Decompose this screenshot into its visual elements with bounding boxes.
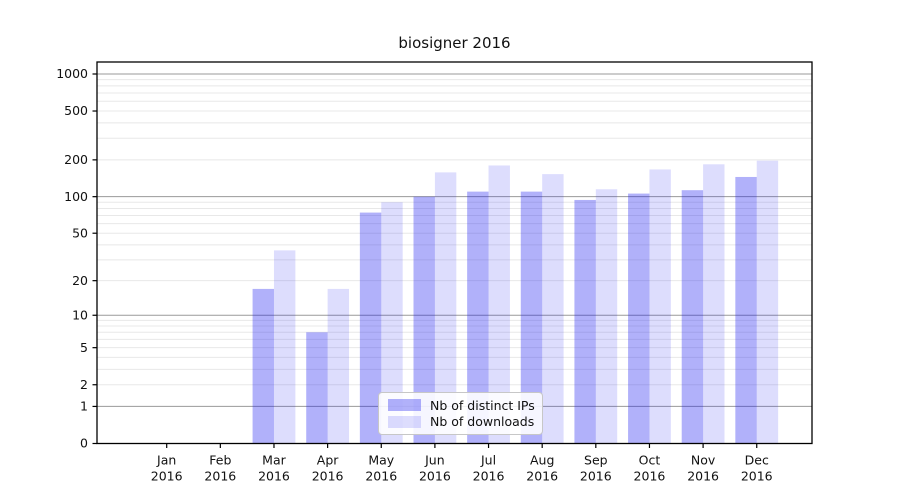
x-tick-label: Sep 2016 bbox=[580, 453, 612, 484]
x-tick-label: Oct 2016 bbox=[634, 453, 666, 484]
legend-item-distinct-ips: Nb of distinct IPs bbox=[388, 397, 535, 413]
y-tick-label: 10 bbox=[72, 307, 88, 322]
legend-item-downloads: Nb of downloads bbox=[388, 414, 535, 430]
bar bbox=[681, 190, 704, 444]
y-tick-label: 2 bbox=[80, 377, 88, 392]
bar bbox=[735, 176, 757, 444]
x-tick-label: Aug 2016 bbox=[526, 453, 558, 484]
bar bbox=[488, 165, 510, 444]
x-tick-label: Mar 2016 bbox=[258, 453, 290, 484]
y-tick-label: 1 bbox=[80, 399, 88, 414]
y-tick-label: 50 bbox=[72, 225, 88, 240]
bar bbox=[273, 250, 296, 444]
x-tick-label: Jun 2016 bbox=[419, 453, 451, 484]
bar bbox=[649, 169, 671, 444]
legend-label-downloads: Nb of downloads bbox=[430, 414, 535, 430]
y-tick-label: 1000 bbox=[56, 66, 88, 81]
bar bbox=[628, 193, 650, 444]
x-tick-label: Nov 2016 bbox=[687, 453, 719, 484]
bar bbox=[467, 191, 489, 444]
bar bbox=[413, 196, 435, 444]
y-tick-label: 0 bbox=[80, 436, 88, 451]
y-tick-label: 20 bbox=[72, 273, 88, 288]
y-tick-label: 5 bbox=[80, 340, 88, 355]
x-tick-label: Feb 2016 bbox=[204, 453, 236, 484]
y-tick-label: 100 bbox=[64, 189, 88, 204]
legend-label-distinct-ips: Nb of distinct IPs bbox=[430, 397, 535, 413]
bar bbox=[520, 191, 543, 444]
bar bbox=[574, 199, 596, 444]
bar bbox=[252, 288, 274, 444]
legend-swatch-distinct-ips bbox=[388, 399, 421, 412]
bar bbox=[703, 164, 725, 444]
bar bbox=[756, 160, 779, 444]
bar bbox=[306, 332, 328, 444]
bar bbox=[542, 174, 564, 444]
chart-title: biosigner 2016 bbox=[398, 34, 511, 52]
y-tick-label: 200 bbox=[64, 152, 88, 167]
bar bbox=[595, 189, 618, 444]
y-tick-label: 500 bbox=[64, 103, 88, 118]
legend-swatch-downloads bbox=[388, 415, 421, 428]
x-tick-label: May 2016 bbox=[365, 453, 397, 484]
x-tick-label: Apr 2016 bbox=[312, 453, 344, 484]
plot-border bbox=[96, 61, 813, 445]
bar bbox=[327, 288, 350, 444]
x-tick-label: Jul 2016 bbox=[473, 453, 505, 484]
bar bbox=[359, 212, 382, 444]
bar bbox=[381, 202, 403, 444]
legend: Nb of distinct IPs Nb of downloads bbox=[378, 392, 543, 435]
x-tick-label: Dec 2016 bbox=[741, 453, 773, 484]
x-tick-label: Jan 2016 bbox=[151, 453, 183, 484]
bar bbox=[434, 172, 457, 444]
